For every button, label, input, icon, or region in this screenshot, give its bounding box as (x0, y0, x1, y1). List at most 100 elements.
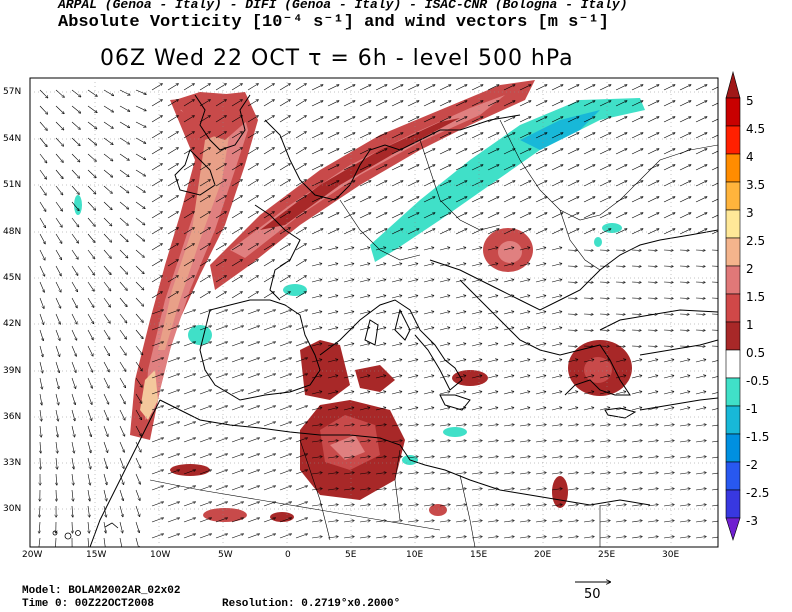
lon-label: 30E (662, 550, 680, 560)
wind-vector (551, 229, 563, 235)
wind-vector (391, 133, 403, 139)
wind-vector (423, 425, 434, 427)
wind-vector (471, 213, 483, 219)
wind-vector (455, 344, 466, 347)
wind-vector (439, 425, 450, 427)
wind-vector (327, 328, 338, 331)
wind-vector (71, 313, 77, 324)
wind-vector (231, 438, 243, 443)
wind-vector (487, 133, 499, 139)
wind-vector (103, 153, 113, 161)
wind-vector (39, 281, 44, 292)
wind-vector (535, 117, 547, 123)
wind-vector (391, 457, 402, 459)
wind-vector (55, 377, 59, 389)
wind-vector (311, 392, 322, 395)
wind-vector (151, 486, 163, 491)
wind-vector (103, 297, 110, 307)
wind-vector (247, 470, 259, 475)
wind-vector (119, 489, 123, 501)
wind-vector (231, 406, 243, 411)
wind-vector (631, 101, 643, 107)
wind-vector (423, 197, 435, 203)
wind-vector (151, 164, 162, 171)
wind-vector (679, 165, 691, 171)
wind-vector (375, 392, 386, 395)
wind-vector (615, 229, 627, 235)
wind-vector (519, 360, 530, 363)
wind-vector (343, 328, 354, 331)
wind-vector (199, 374, 211, 379)
lon-label: 15E (470, 550, 488, 560)
wind-vector (647, 133, 659, 139)
wind-vector (599, 473, 610, 475)
wind-vector (279, 422, 291, 427)
wind-vector (87, 233, 95, 243)
wind-vector (311, 149, 323, 155)
wind-vector (151, 292, 162, 299)
wind-vector (375, 85, 387, 91)
wind-vector (663, 229, 675, 235)
wind-vector (407, 85, 419, 91)
wind-vector (535, 408, 546, 411)
wind-vector (615, 197, 627, 203)
wind-vector (455, 473, 466, 475)
wind-vector (327, 344, 338, 347)
wind-vector (327, 181, 339, 187)
wind-vector (583, 376, 594, 379)
wind-vector (103, 329, 110, 339)
wind-vector (71, 137, 80, 146)
wind-vector (519, 165, 531, 171)
wind-vector (231, 358, 243, 363)
wind-vector (471, 117, 483, 123)
wind-vector (679, 441, 690, 443)
wind-vector (503, 181, 515, 187)
colorbar-swatch (725, 209, 741, 239)
wind-vector (87, 441, 91, 453)
wind-vector (215, 164, 226, 171)
wind-vector (663, 457, 674, 459)
colorbar-label: 5 (746, 94, 754, 108)
wind-vector (183, 406, 195, 411)
wind-vector (39, 201, 46, 211)
wind-vector (535, 441, 546, 443)
wind-vector (183, 326, 195, 331)
wind-vector (487, 229, 499, 235)
wind-vector (407, 425, 418, 427)
colorbar-label: 1 (746, 318, 754, 332)
wind-vector (407, 133, 419, 139)
wind-vector (343, 149, 355, 155)
wind-vector (55, 169, 63, 179)
wind-vector (535, 360, 546, 363)
wind-vector (359, 425, 370, 427)
wind-vector (56, 473, 57, 485)
wind-vector (359, 505, 370, 507)
wind-vector (119, 169, 129, 177)
wind-vector (279, 100, 290, 107)
colorbar (725, 70, 741, 541)
wind-vector (423, 457, 434, 459)
wind-vector (199, 244, 210, 251)
wind-vector (583, 165, 595, 171)
lat-label: 42N (3, 319, 22, 329)
wind-vector (455, 197, 467, 203)
colorbar-label: 4.5 (746, 122, 766, 136)
wind-vector (487, 473, 498, 475)
wind-vector (375, 489, 386, 491)
wind-vector (263, 164, 274, 171)
wind-vector (199, 326, 211, 331)
wind-vector (455, 376, 466, 379)
wind-vector (327, 149, 339, 155)
wind-vector (487, 181, 499, 187)
wind-vector (551, 101, 563, 107)
wind-vector (359, 280, 370, 283)
map-area (30, 78, 718, 547)
wind-vector (295, 470, 307, 475)
wind-vector (88, 505, 90, 517)
wind-vector (391, 312, 402, 315)
wind-vector (567, 181, 579, 187)
wind-vector (647, 101, 659, 107)
wind-vector (711, 472, 718, 475)
wind-vector (135, 377, 142, 387)
